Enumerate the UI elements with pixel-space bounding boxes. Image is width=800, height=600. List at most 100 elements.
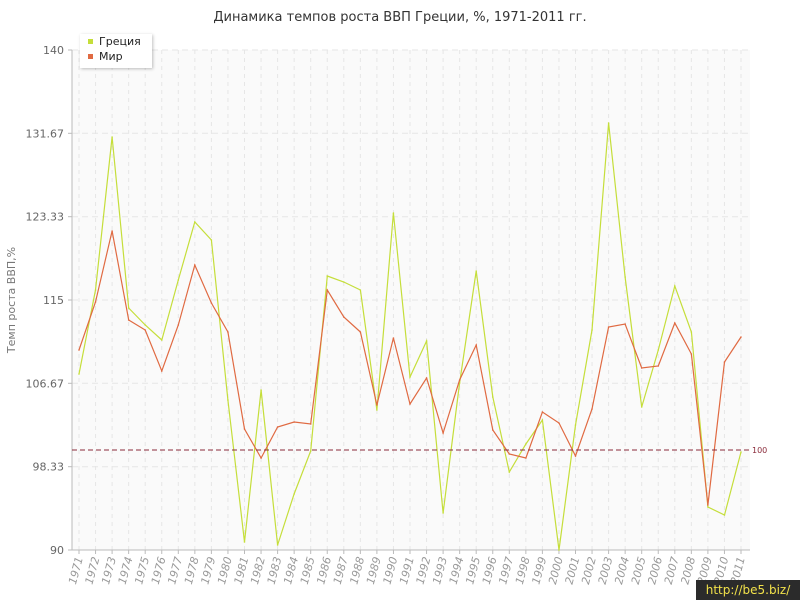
series-lines bbox=[78, 122, 742, 551]
data-point-greece bbox=[723, 514, 726, 516]
data-point-greece bbox=[409, 376, 411, 378]
data-point-world bbox=[624, 323, 626, 325]
data-point-world bbox=[326, 289, 329, 291]
data-point-world bbox=[194, 264, 196, 266]
data-point-greece bbox=[392, 212, 395, 214]
data-point-greece bbox=[740, 451, 742, 453]
data-point-world bbox=[94, 301, 97, 303]
data-point-world bbox=[558, 422, 560, 424]
grid bbox=[72, 49, 750, 551]
legend-item-world[interactable]: Мир bbox=[80, 49, 152, 64]
data-point-greece bbox=[541, 419, 544, 421]
data-point-world bbox=[657, 365, 660, 367]
y-tick-label: 131.67 bbox=[26, 127, 65, 140]
data-point-world bbox=[640, 367, 643, 369]
data-point-world bbox=[210, 302, 213, 304]
data-point-greece bbox=[177, 279, 180, 281]
data-point-world bbox=[160, 370, 163, 372]
data-point-greece bbox=[94, 289, 97, 291]
legend-swatch-greece bbox=[88, 39, 93, 44]
data-point-greece bbox=[442, 512, 444, 514]
data-point-world bbox=[491, 429, 494, 431]
data-point-world bbox=[458, 379, 461, 381]
y-tick-label: 106.67 bbox=[26, 377, 65, 390]
data-point-world bbox=[508, 453, 511, 455]
data-point-world bbox=[425, 377, 428, 379]
data-point-greece bbox=[293, 493, 295, 495]
data-point-greece bbox=[227, 399, 229, 401]
data-point-greece bbox=[674, 285, 676, 287]
data-point-world bbox=[78, 349, 80, 351]
data-point-world bbox=[674, 322, 676, 324]
data-point-world bbox=[392, 337, 395, 339]
data-point-world bbox=[260, 457, 262, 459]
data-point-greece bbox=[194, 221, 196, 223]
data-point-greece bbox=[127, 307, 130, 309]
data-point-greece bbox=[144, 324, 146, 326]
data-point-greece bbox=[276, 544, 279, 546]
y-tick-label: 90 bbox=[50, 544, 64, 557]
data-point-world bbox=[707, 504, 709, 506]
legend-label-world: Мир bbox=[99, 50, 123, 63]
y-tick-label: 140 bbox=[43, 44, 64, 57]
data-point-greece bbox=[640, 406, 643, 408]
data-point-greece bbox=[690, 331, 693, 333]
chart-title: Динамика темпов роста ВВП Греции, %, 197… bbox=[213, 10, 587, 25]
data-point-greece bbox=[326, 275, 329, 277]
data-point-greece bbox=[359, 289, 362, 291]
data-point-world bbox=[574, 455, 577, 457]
data-point-world bbox=[227, 331, 229, 333]
legend-swatch-world bbox=[88, 54, 93, 59]
data-point-greece bbox=[591, 329, 593, 331]
legend: Греция Мир bbox=[80, 34, 152, 68]
data-point-world bbox=[144, 329, 146, 331]
data-point-world bbox=[309, 423, 312, 425]
data-point-world bbox=[442, 432, 444, 434]
watermark[interactable]: http://be5.biz/ bbox=[696, 580, 800, 600]
data-point-greece bbox=[160, 339, 163, 341]
data-point-greece bbox=[491, 396, 494, 398]
reference-line-group: 100 bbox=[72, 446, 767, 455]
y-axis-label: Темп роста ВВП,% bbox=[5, 247, 18, 354]
data-point-greece bbox=[657, 349, 660, 351]
y-tick-label: 115 bbox=[43, 294, 64, 307]
y-tick-label: 123.33 bbox=[26, 211, 65, 224]
legend-item-greece[interactable]: Греция bbox=[80, 34, 152, 49]
data-point-greece bbox=[260, 389, 262, 391]
data-point-greece bbox=[508, 471, 511, 473]
data-point-world bbox=[343, 316, 345, 318]
data-point-world bbox=[127, 319, 130, 321]
data-point-world bbox=[525, 457, 527, 459]
data-point-world bbox=[690, 353, 693, 355]
data-point-world bbox=[359, 331, 362, 333]
data-point-world bbox=[475, 344, 478, 346]
data-point-world bbox=[723, 361, 726, 363]
data-point-world bbox=[740, 336, 742, 338]
data-point-greece bbox=[607, 122, 610, 124]
legend-label-greece: Греция bbox=[99, 35, 141, 48]
data-point-world bbox=[177, 324, 180, 326]
data-point-greece bbox=[707, 506, 709, 508]
data-point-greece bbox=[558, 549, 560, 551]
data-point-greece bbox=[309, 450, 312, 452]
data-point-world bbox=[111, 230, 113, 232]
data-point-greece bbox=[243, 541, 246, 543]
data-point-greece bbox=[210, 239, 213, 241]
reference-line-label: 100 bbox=[752, 446, 767, 455]
data-point-greece bbox=[574, 424, 577, 426]
data-point-world bbox=[293, 421, 295, 423]
data-point-world bbox=[276, 426, 279, 428]
data-point-world bbox=[591, 408, 593, 410]
data-point-greece bbox=[111, 136, 113, 138]
data-point-greece bbox=[376, 409, 378, 411]
data-point-greece bbox=[343, 281, 345, 283]
data-point-world bbox=[607, 326, 610, 328]
data-point-world bbox=[376, 404, 378, 406]
data-point-greece bbox=[425, 340, 428, 342]
y-tick-label: 98.33 bbox=[33, 461, 65, 474]
data-point-greece bbox=[525, 443, 527, 445]
data-point-greece bbox=[475, 270, 478, 272]
data-point-world bbox=[409, 403, 411, 405]
data-point-greece bbox=[624, 276, 626, 278]
